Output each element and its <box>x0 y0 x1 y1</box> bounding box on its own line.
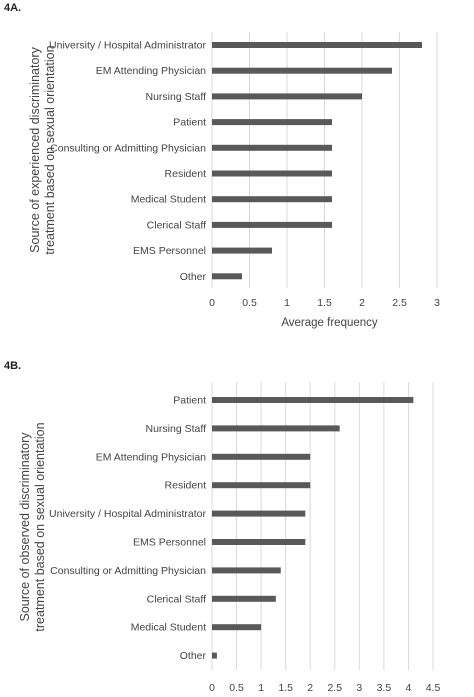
bar-b-9 <box>212 652 217 659</box>
category-label-a-0: University / Hospital Administrator <box>49 40 206 52</box>
bar-b-0 <box>212 397 414 403</box>
bar-a-7 <box>212 221 332 228</box>
bar-b-2 <box>212 453 311 460</box>
x-axis-title-a: Average frequency <box>281 317 378 329</box>
category-label-b-4: University / Hospital Administrator <box>49 508 206 520</box>
bar-a-1 <box>212 67 392 74</box>
panel-label-b: 4B. <box>4 360 22 372</box>
y-axis-title-b: Source of observed discriminatory treatme… <box>18 422 47 631</box>
category-label-b-6: Consulting or Admitting Physician <box>50 565 206 577</box>
bar-a-9 <box>212 273 242 280</box>
bar-a-4 <box>212 144 332 151</box>
x-tick-label-a-5: 2.5 <box>392 297 407 309</box>
bar-a-0 <box>212 42 422 48</box>
bar-b-7 <box>212 595 276 602</box>
category-label-b-2: EM Attending Physician <box>96 451 206 463</box>
x-tick-label-b-1: 0.5 <box>229 682 244 694</box>
bar-b-5 <box>212 539 306 545</box>
x-tick-label-a-3: 1.5 <box>317 297 332 309</box>
x-tick-label-b-7: 3.5 <box>377 682 392 694</box>
bar-a-6 <box>212 196 332 203</box>
chart-a: 0 0.5 1 1.5 2 2.5 3 University / Hospital Admin… <box>28 32 440 329</box>
x-tick-label-b-2: 1 <box>258 682 264 694</box>
bar-a-5 <box>212 170 332 177</box>
bar-b-1 <box>212 425 340 432</box>
category-label-b-3: Resident <box>165 480 207 492</box>
x-tick-label-a-0: 0 <box>209 297 215 309</box>
category-label-a-2: Nursing Staff <box>145 91 206 103</box>
category-label-b-9: Other <box>180 650 207 662</box>
category-label-a-9: Other <box>180 271 207 283</box>
y-axis-title-line-a-0: Source of experienced discriminatory <box>28 46 42 252</box>
bar-b-4 <box>212 510 306 517</box>
y-axis-title-line-a-1: treatment based on sexual orientation <box>43 45 57 254</box>
bar-a-2 <box>212 93 362 100</box>
x-tick-label-b-9: 4.5 <box>426 682 441 694</box>
y-axis-title-line-b-1: treatment based on sexual orientation <box>33 422 47 631</box>
y-axis-title-a: Source of experienced discriminatory trea… <box>28 45 57 254</box>
bar-a-3 <box>212 119 332 126</box>
category-label-a-1: EM Attending Physician <box>96 65 206 77</box>
x-tick-label-b-6: 3 <box>356 682 362 694</box>
category-label-b-8: Medical Student <box>131 622 206 634</box>
bar-a-8 <box>212 247 272 254</box>
x-tick-label-b-4: 2 <box>307 682 313 694</box>
y-axis-title-line-b-0: Source of observed discriminatory <box>18 432 32 622</box>
category-label-a-7: Clerical Staff <box>147 219 206 231</box>
bar-b-3 <box>212 482 311 489</box>
x-tick-label-a-2: 1 <box>284 297 290 309</box>
bar-b-8 <box>212 624 262 631</box>
x-tick-label-b-8: 4 <box>406 682 412 694</box>
category-label-b-7: Clerical Staff <box>147 593 206 605</box>
category-label-b-0: Patient <box>173 395 206 407</box>
category-label-a-4: Consulting or Admitting Physician <box>50 142 206 154</box>
category-label-a-8: EMS Personnel <box>133 245 206 257</box>
x-tick-label-a-4: 2 <box>359 297 365 309</box>
panel-label-a: 4A. <box>4 2 22 14</box>
bar-b-6 <box>212 567 281 574</box>
x-tick-label-b-3: 1.5 <box>278 682 293 694</box>
chart-b: 0 0.5 1 1.5 2 2.5 3 3.5 4 4.5 Patient Nursing Staff… <box>18 382 441 694</box>
category-label-a-6: Medical Student <box>131 194 206 206</box>
category-label-a-3: Patient <box>173 117 206 129</box>
category-label-a-5: Resident <box>165 168 207 180</box>
category-label-b-1: Nursing Staff <box>145 423 206 435</box>
x-tick-label-a-6: 3 <box>434 297 440 309</box>
x-tick-label-b-0: 0 <box>209 682 215 694</box>
x-tick-label-b-5: 2.5 <box>327 682 342 694</box>
x-tick-label-a-1: 0.5 <box>242 297 257 309</box>
category-label-b-5: EMS Personnel <box>133 537 206 549</box>
